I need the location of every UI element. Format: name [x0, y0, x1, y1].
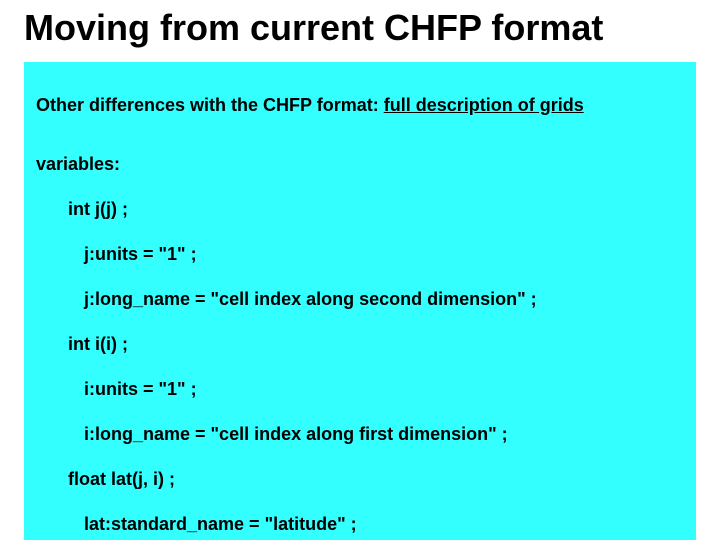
code-line: variables:	[36, 153, 684, 176]
code-line: j:units = "1" ;	[36, 243, 684, 266]
subtitle-underlined: full description of grids	[384, 95, 584, 115]
code-line: i:long_name = "cell index along first di…	[36, 423, 684, 446]
code-line: i:units = "1" ;	[36, 378, 684, 401]
code-line: lat:standard_name = "latitude" ;	[36, 513, 684, 536]
subtitle: Other differences with the CHFP format: …	[36, 94, 684, 117]
slide-title: Moving from current CHFP format	[24, 8, 696, 48]
code-line: int j(j) ;	[36, 198, 684, 221]
code-line: float lat(j, i) ;	[36, 468, 684, 491]
slide: Moving from current CHFP format Other di…	[0, 0, 720, 540]
code-box: Other differences with the CHFP format: …	[24, 62, 696, 540]
code-line: j:long_name = "cell index along second d…	[36, 288, 684, 311]
subtitle-prefix: Other differences with the CHFP format:	[36, 95, 384, 115]
code-line: int i(i) ;	[36, 333, 684, 356]
